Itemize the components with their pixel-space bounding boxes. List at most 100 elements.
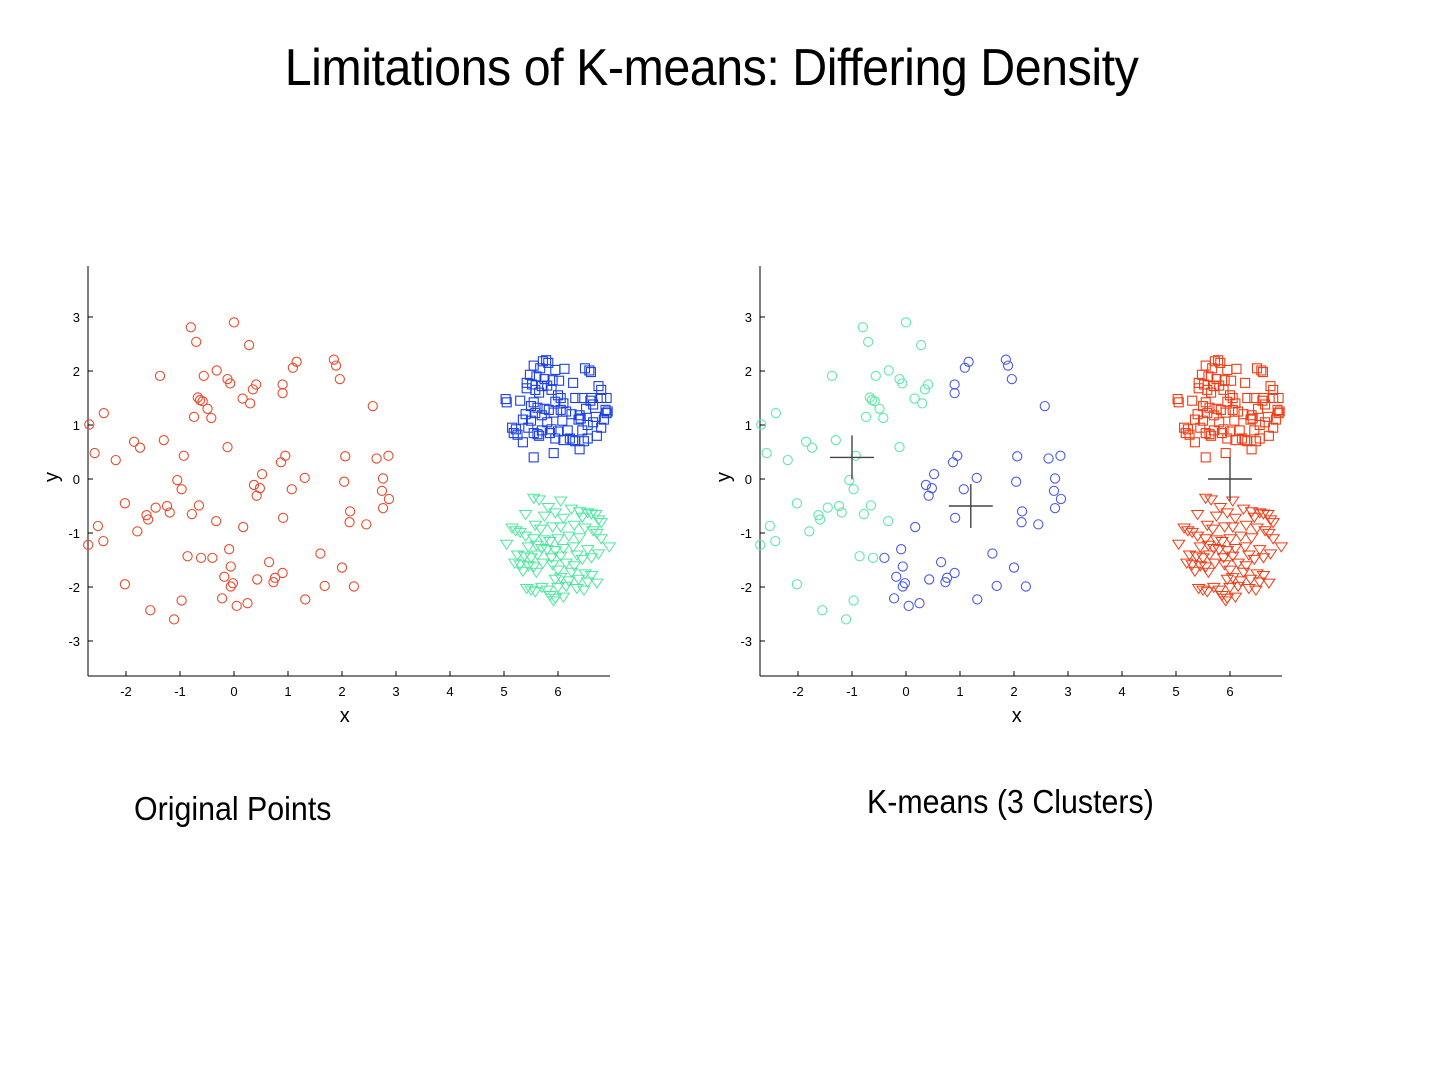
- triangle-down-point: [588, 510, 603, 521]
- y-tick-label: 2: [73, 364, 80, 379]
- circle-point: [782, 454, 793, 466]
- square-point: [1268, 384, 1279, 395]
- x-tick-label: -2: [120, 684, 132, 699]
- square-point: [1173, 397, 1184, 408]
- triangle-down-point: [534, 544, 549, 555]
- circle-point: [858, 508, 870, 520]
- square-point: [1187, 395, 1198, 406]
- centroid-cross-marker: [948, 484, 993, 528]
- circle-point: [895, 544, 907, 555]
- square-point: [564, 433, 575, 444]
- triangle-down-point: [1209, 535, 1224, 546]
- triangle-down-point: [1260, 510, 1275, 521]
- triangle-down-point: [1193, 542, 1208, 553]
- circle-point: [319, 580, 330, 592]
- square-point: [573, 414, 584, 425]
- triangle-down-point: [1238, 542, 1253, 553]
- x-tick-label: 3: [392, 684, 399, 699]
- x-tick-label: 0: [230, 684, 237, 699]
- circle-point: [211, 515, 222, 527]
- triangle-down-point: [1231, 581, 1246, 593]
- scatter-plot-kmeans: -2 -1 0 1 2 3 4 5 6 -3 -2 -1 0 1 2 3 x y: [713, 266, 1289, 727]
- circle-point: [280, 450, 291, 461]
- square-point: [555, 392, 566, 404]
- square-point: [586, 392, 597, 404]
- triangle-down-point: [548, 546, 563, 557]
- triangle-down-point: [1204, 495, 1219, 506]
- circle-point: [914, 598, 925, 609]
- circle-point: [863, 336, 874, 347]
- circle-point: [119, 498, 131, 509]
- square-point: [501, 397, 512, 408]
- triangle-down-point: [526, 562, 541, 573]
- centroid-cross-marker: [830, 435, 874, 480]
- triangle-down-point: [602, 542, 617, 553]
- square-point: [1272, 404, 1283, 415]
- circle-point: [334, 373, 345, 385]
- triangle-down-point: [1201, 540, 1216, 552]
- axes: -2 -1 0 1 2 3 4 5 6 -3 -2 -1 0 1 2 3 x y: [713, 266, 1282, 727]
- centroids: [830, 435, 1252, 528]
- circle-point: [98, 535, 109, 547]
- triangle-down-point: [1225, 496, 1240, 507]
- square-point: [1207, 363, 1218, 374]
- square-point: [528, 397, 539, 408]
- square-point: [557, 415, 568, 426]
- square-point: [1208, 410, 1219, 421]
- circle-point: [207, 552, 218, 563]
- triangle-down-point: [1266, 518, 1281, 529]
- square-point: [581, 403, 592, 414]
- circle-point: [188, 411, 200, 423]
- square-point: [588, 417, 599, 428]
- square-point: [1200, 452, 1211, 463]
- square-point: [1253, 403, 1264, 414]
- x-tick-label: -2: [792, 684, 804, 699]
- circle-point: [237, 393, 248, 404]
- circle-point: [1006, 373, 1017, 385]
- triangle-down-point: [1212, 585, 1227, 597]
- square-point: [520, 409, 531, 420]
- triangle-down-point: [553, 551, 568, 562]
- circle-point: [202, 403, 213, 414]
- circle-point: [110, 454, 121, 466]
- circle-point: [248, 479, 260, 491]
- triangle-down-point: [551, 534, 565, 545]
- triangle-down-point: [1198, 493, 1213, 505]
- square-point: [1219, 375, 1230, 386]
- y-tick-label: -3: [740, 634, 752, 649]
- triangle-down-point: [1252, 545, 1267, 556]
- triangle-down-point: [518, 510, 533, 521]
- square-point: [1222, 364, 1233, 375]
- square-point: [1224, 390, 1236, 401]
- square-point: [1240, 377, 1251, 388]
- circle-point: [915, 339, 927, 351]
- circle-point: [879, 552, 890, 563]
- circle-point: [822, 502, 833, 513]
- triangle-down-point: [584, 553, 599, 564]
- square-point: [1240, 435, 1251, 446]
- square-point: [1196, 369, 1207, 380]
- triangle-down-point: [1223, 534, 1237, 545]
- triangle-down-point: [1202, 550, 1217, 561]
- triangle-down-point: [542, 591, 557, 602]
- triangle-down-point: [1213, 502, 1228, 514]
- circle-point: [176, 484, 187, 495]
- square-point: [1222, 433, 1233, 444]
- square-point: [1179, 422, 1190, 433]
- triangle-down-point: [1247, 554, 1262, 566]
- triangle-down-point: [524, 585, 538, 597]
- circle-point: [161, 500, 173, 512]
- triangle-down-point: [553, 496, 568, 507]
- triangle-down-point: [530, 550, 545, 561]
- y-tick-label: 0: [73, 472, 80, 487]
- circle-point: [242, 598, 253, 609]
- y-tick-label: 1: [73, 418, 80, 433]
- square-point: [1226, 375, 1237, 386]
- circle-point: [924, 574, 935, 585]
- circle-point: [256, 468, 268, 480]
- circle-point: [922, 379, 934, 390]
- circle-point: [894, 441, 905, 453]
- circle-point: [245, 398, 256, 409]
- triangle-down-point: [1206, 582, 1221, 594]
- triangle-down-point: [541, 502, 556, 514]
